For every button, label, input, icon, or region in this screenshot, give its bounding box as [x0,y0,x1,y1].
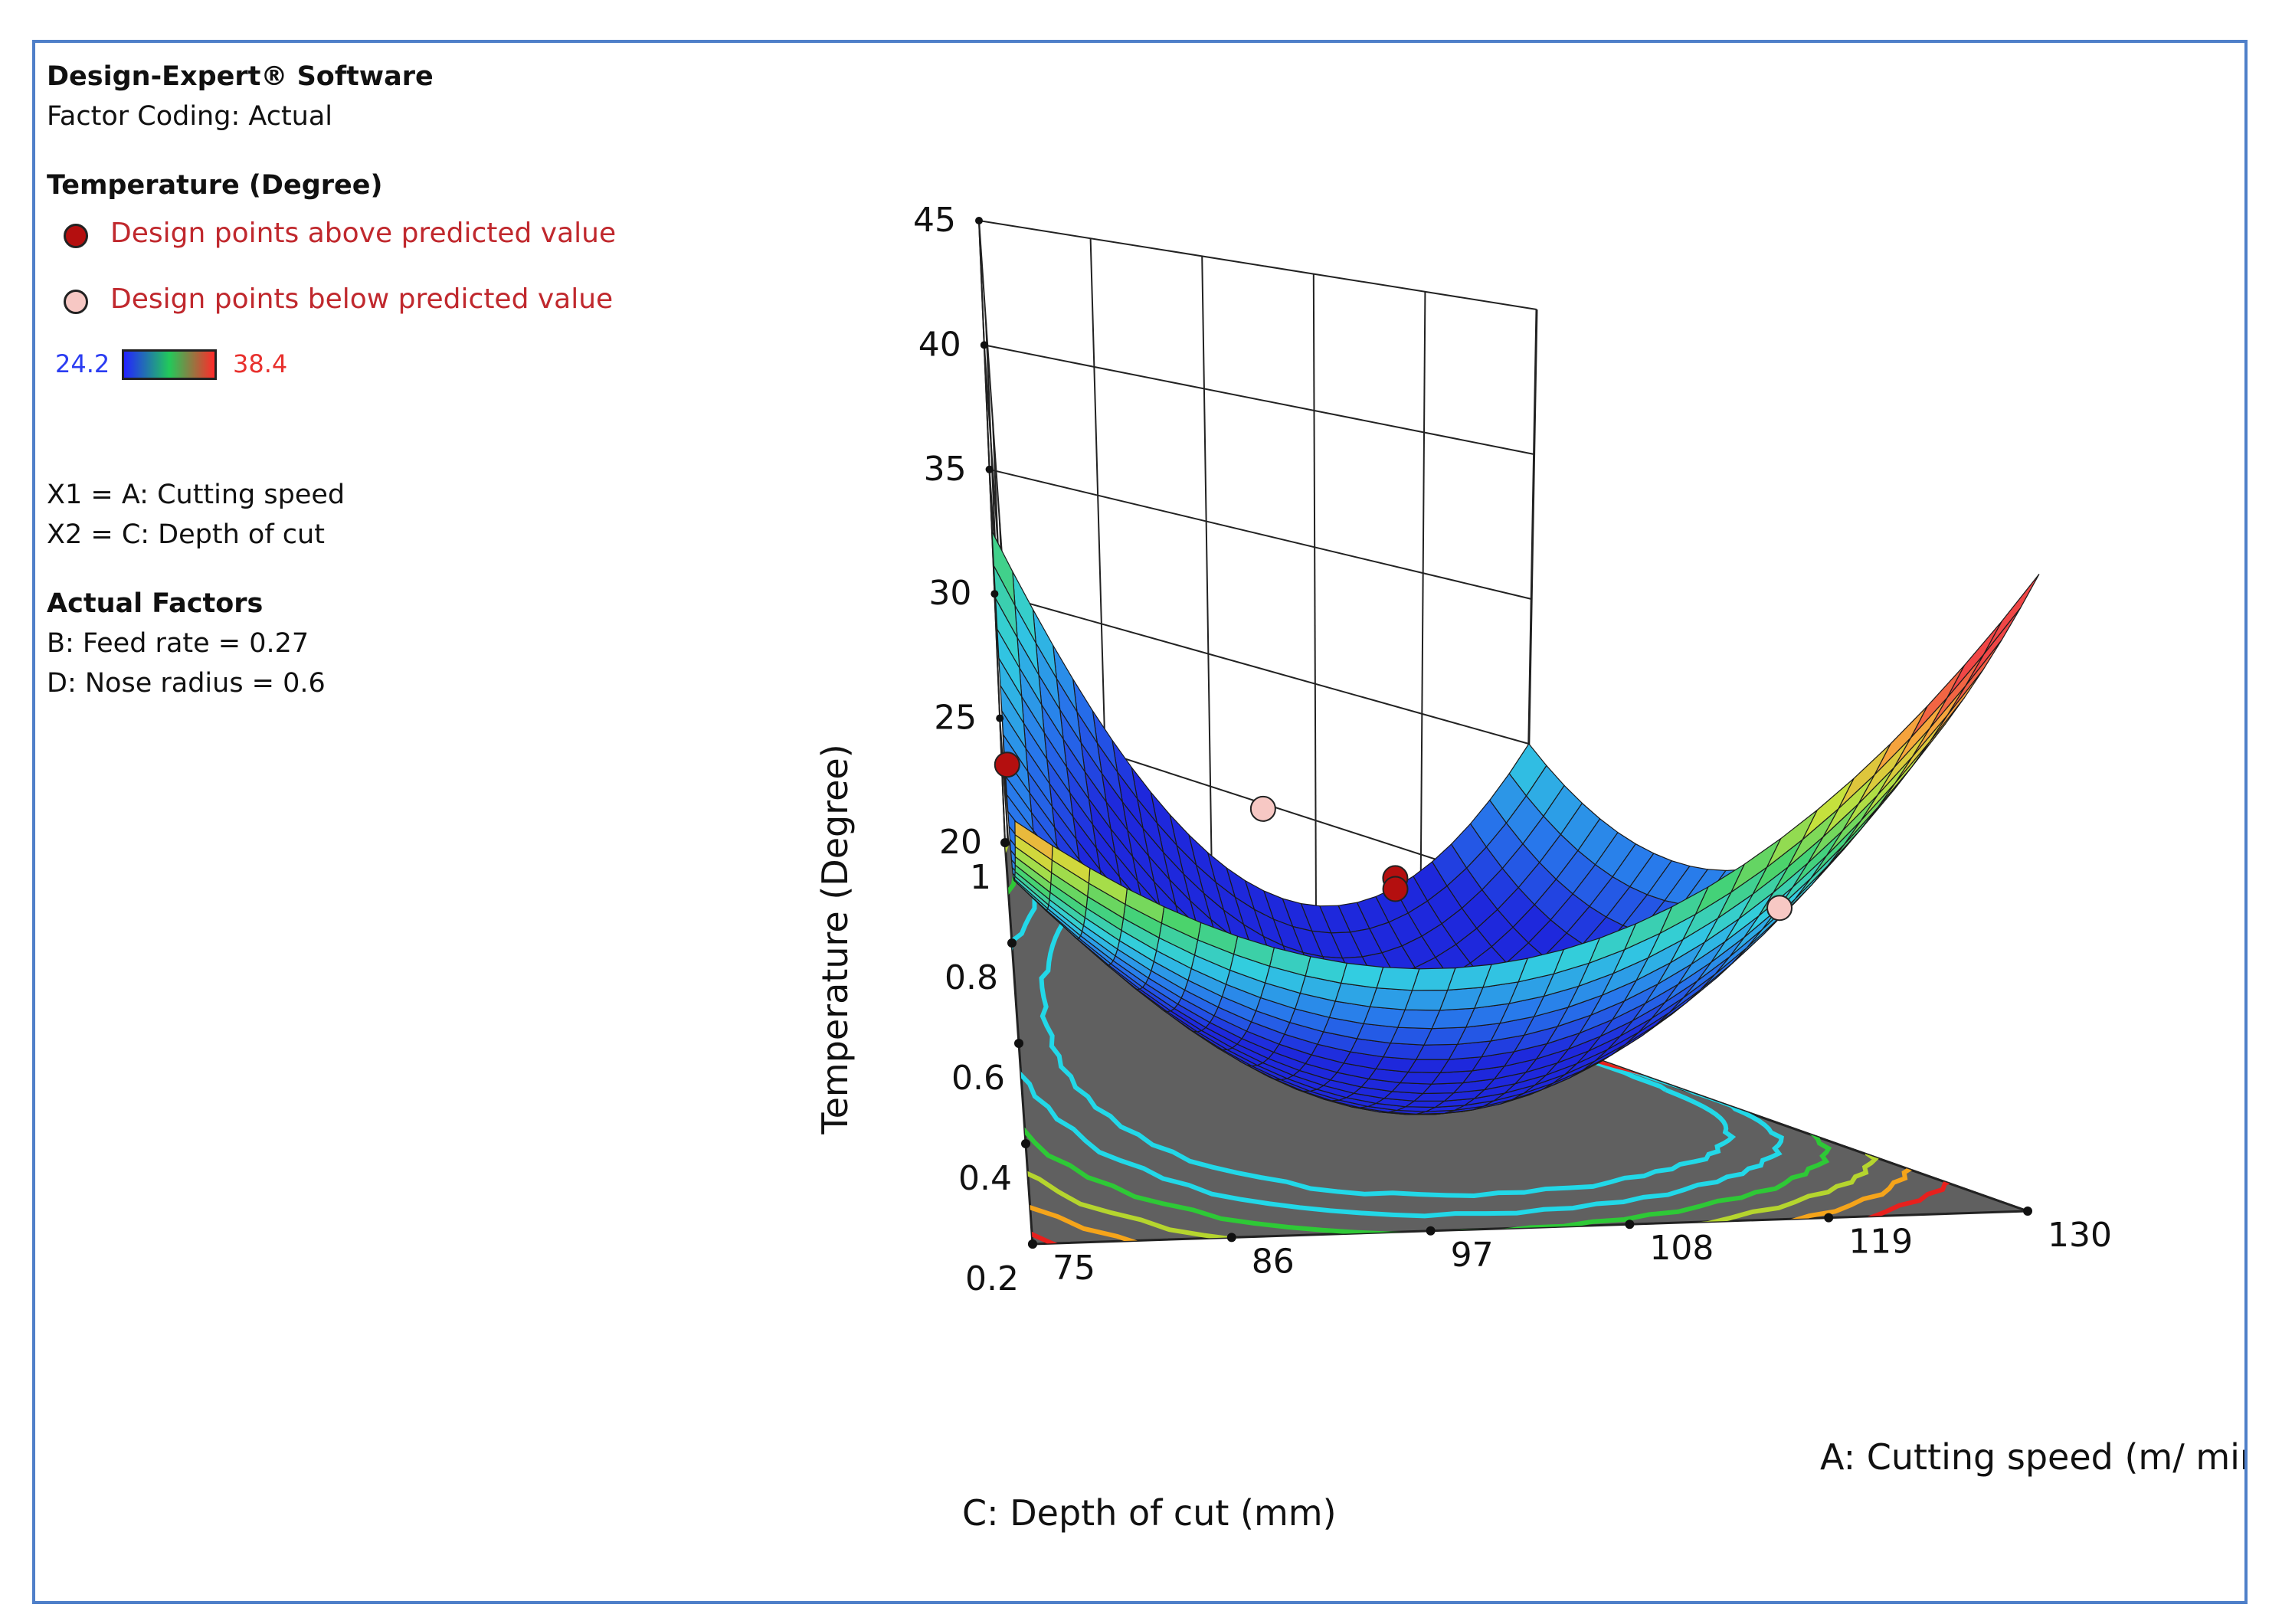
x2-definition: X2 = C: Depth of cut [47,519,325,550]
wall-grid-line [1201,256,1213,919]
design-point-above [1382,876,1409,902]
x-tick-label: 130 [2048,1216,2112,1255]
z-tick-mark [996,714,1004,722]
x-tick-mark [1824,1213,1834,1223]
z-tick-label: 35 [924,450,967,489]
x1-definition: X1 = A: Cutting speed [47,480,345,510]
z-tick-label: 20 [939,823,982,862]
figure-frame: Design-Expert® Software Factor Coding: A… [32,40,2248,1604]
axis-ticks: 20 25 30 35 40 45 75 86 97 108 119 130 0.2 0.4 0.6 0.8 1 [913,201,2112,1298]
actual-factors-title: Actual Factors [47,588,264,619]
surface-plot: 20 25 30 35 40 45 75 86 97 108 119 130 0.2 0.4 0.6 0.8 1… [814,201,2244,1534]
z-tick-label: 25 [934,699,977,738]
design-points [994,751,1793,922]
y-axis-label: C: Depth of cut (mm) [962,1492,1337,1534]
z-tick-label: 30 [928,574,971,613]
legend-below-label: Design points below predicted value [110,283,614,315]
y-tick-mark [1000,838,1010,847]
colorbar-max-label: 38.4 [233,349,288,378]
surface-cell [1369,987,1413,1010]
surface-cell [1363,1006,1406,1028]
design-point-above [994,751,1020,778]
y-tick-mark [1007,938,1017,948]
y-tick-label: 0.4 [958,1159,1012,1198]
wall-grid-line [984,344,1534,455]
design-point-below-icon [64,290,88,314]
x-tick-label: 97 [1451,1236,1494,1275]
x-tick-mark [1625,1220,1635,1229]
x-tick-mark [1226,1233,1236,1243]
surface-cell [1340,962,1384,989]
legend-above-label: Design points above predicted value [110,218,617,249]
x-tick-mark [2023,1207,2032,1216]
y-tick-label: 0.2 [965,1259,1019,1298]
design-point-below [1766,895,1793,922]
factor-feed-rate: B: Feed rate = 0.27 [47,628,309,659]
surface-cell [1929,654,1985,729]
colorbar [122,349,217,380]
factor-nose-radius: D: Nose radius = 0.6 [47,668,326,699]
wall-grid-line [978,220,1537,310]
software-title: Design-Expert® Software [47,61,434,92]
response-title: Temperature (Degree) [47,170,383,201]
surface-cell [1982,574,2040,655]
z-axis-label: Temperature (Degree) [814,744,856,1135]
wall-grid-line [989,468,1532,600]
y-tick-mark [1021,1139,1030,1148]
x-tick-label: 108 [1649,1229,1714,1268]
response-surface [991,531,2040,1115]
z-tick-mark [975,217,983,224]
y-tick-label: 0.6 [951,1059,1005,1098]
x-axis-label: A: Cutting speed (m/ min) [1820,1436,2244,1478]
z-tick-mark [990,590,999,598]
design-point-above-icon [64,224,88,248]
x-tick-label: 86 [1252,1242,1295,1281]
z-tick-label: 45 [913,201,956,240]
surface-cell [1946,620,2002,699]
z-tick-label: 40 [918,325,961,364]
y-tick-label: 0.8 [945,958,998,997]
x-tick-label: 119 [1848,1223,1913,1262]
y-tick-mark [1028,1239,1037,1249]
surface-cell [1376,967,1420,991]
x-tick-mark [1426,1226,1436,1236]
wall-grid-line [1312,273,1318,958]
wall-grid-line [994,593,1530,745]
factor-coding: Factor Coding: Actual [47,101,333,132]
design-point-below [1249,795,1276,822]
z-tick-mark [985,465,994,473]
x-tick-label: 75 [1053,1249,1095,1288]
y-tick-label: 1 [970,858,991,897]
colorbar-min-label: 24.2 [55,349,110,378]
y-tick-mark [1014,1039,1023,1048]
surface-cell [1014,820,1053,861]
z-tick-mark [980,341,988,349]
surface-cell [1965,607,2022,686]
